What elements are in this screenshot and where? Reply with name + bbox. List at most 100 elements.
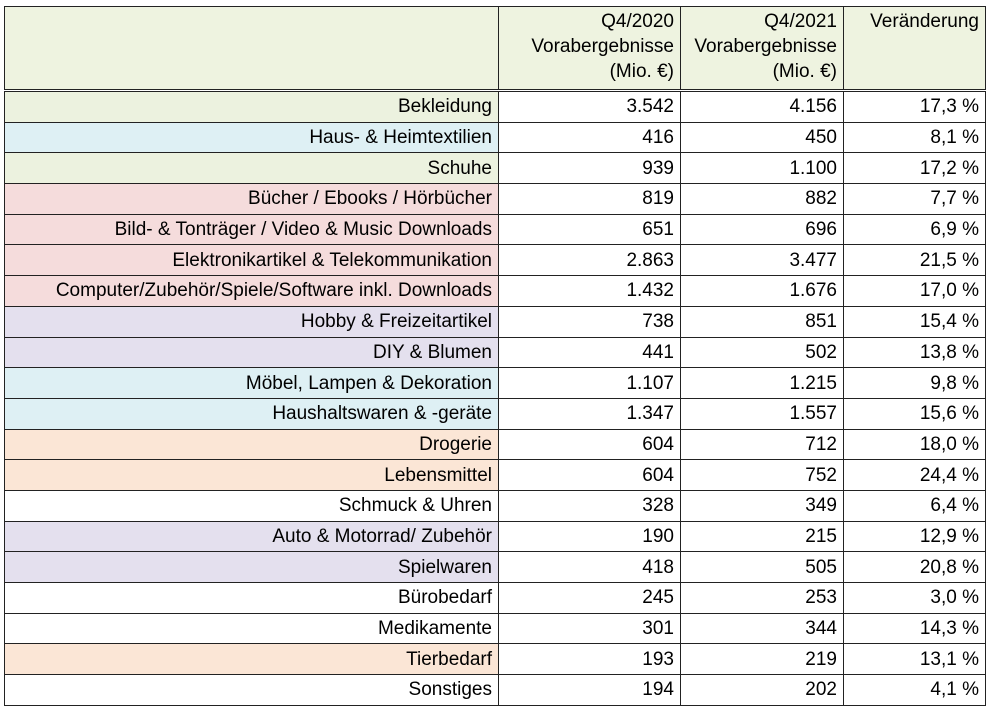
table-body: Bekleidung 3.542 4.156 17,3 % Haus- & Heimte…: [4, 90, 986, 706]
category-cell: Schmuck & Uhren: [4, 489, 499, 522]
q2021-cell: 349: [680, 489, 844, 522]
table-row: Bürobedarf 245 253 3,0 %: [4, 582, 986, 614]
q2020-cell: 416: [498, 121, 681, 154]
category-cell: Haus- & Heimtextilien: [4, 121, 499, 154]
category-cell: Medikamente: [4, 612, 499, 645]
category-cell: Bücher / Ebooks / Hörbücher: [4, 183, 499, 215]
change-cell: 24,4 %: [843, 459, 986, 491]
q2021-cell: 219: [680, 643, 844, 676]
table-row: Bild- & Tonträger / Video & Music Downlo…: [4, 213, 986, 246]
category-cell: Drogerie: [4, 428, 499, 461]
change-cell: 13,8 %: [843, 336, 986, 369]
q2021-cell: 3.477: [680, 244, 844, 277]
change-cell: 13,1 %: [843, 643, 986, 676]
table-row: Hobby & Freizeitartikel 738 851 15,4 %: [4, 305, 986, 338]
sales-table: Q4/2020 Vorabergebnisse (Mio. €) Q4/2021…: [4, 6, 986, 706]
q2020-cell: 1.432: [498, 275, 681, 307]
category-cell: Spielwaren: [4, 551, 499, 583]
table-row: Spielwaren 418 505 20,8 %: [4, 551, 986, 583]
q2021-cell: 502: [680, 336, 844, 369]
q2021-cell: 1.215: [680, 367, 844, 399]
q2020-cell: 819: [498, 183, 681, 215]
header-q2020-line-2: Vorabergebnisse: [531, 36, 674, 57]
category-cell: Elektronikartikel & Telekommunikation: [4, 244, 499, 277]
change-cell: 3,0 %: [843, 582, 986, 614]
q2020-cell: 193: [498, 643, 681, 676]
q2020-cell: 604: [498, 459, 681, 491]
q2020-cell: 418: [498, 551, 681, 583]
category-cell: Auto & Motorrad/ Zubehör: [4, 520, 499, 553]
table-row: Haushaltswaren & -geräte 1.347 1.557 15,6 %: [4, 397, 986, 430]
category-cell: Bild- & Tonträger / Video & Music Downlo…: [4, 213, 499, 246]
header-q2020-line-1: Q4/2020: [601, 11, 674, 32]
q2021-cell: 202: [680, 674, 844, 706]
category-cell: Hobby & Freizeitartikel: [4, 305, 499, 338]
header-q2021-line-2: Vorabergebnisse: [694, 36, 837, 57]
table-row: Computer/Zubehör/Spiele/Software inkl. D…: [4, 275, 986, 307]
q2021-cell: 882: [680, 183, 844, 215]
q2020-cell: 194: [498, 674, 681, 706]
header-change: Veränderung: [843, 6, 986, 91]
table-row: Medikamente 301 344 14,3 %: [4, 612, 986, 645]
change-cell: 15,4 %: [843, 305, 986, 338]
table-row: Elektronikartikel & Telekommunikation 2.8…: [4, 244, 986, 277]
q2021-cell: 851: [680, 305, 844, 338]
change-cell: 18,0 %: [843, 428, 986, 461]
q2021-cell: 215: [680, 520, 844, 553]
sales-table-container: Q4/2020 Vorabergebnisse (Mio. €) Q4/2021…: [4, 6, 986, 706]
q2021-cell: 450: [680, 121, 844, 154]
q2021-cell: 253: [680, 582, 844, 614]
header-q2021-line-3: (Mio. €): [772, 61, 837, 82]
q2020-cell: 245: [498, 582, 681, 614]
change-cell: 9,8 %: [843, 367, 986, 399]
table-row: Schmuck & Uhren 328 349 6,4 %: [4, 489, 986, 522]
category-cell: Sonstiges: [4, 674, 499, 706]
q2021-cell: 1.100: [680, 152, 844, 185]
category-cell: Bürobedarf: [4, 582, 499, 614]
change-cell: 17,0 %: [843, 275, 986, 307]
q2020-cell: 939: [498, 152, 681, 185]
category-cell: Haushaltswaren & -geräte: [4, 397, 499, 430]
header-q2021-line-1: Q4/2021: [764, 11, 837, 32]
q2021-cell: 4.156: [680, 90, 844, 123]
change-cell: 20,8 %: [843, 551, 986, 583]
change-cell: 12,9 %: [843, 520, 986, 553]
change-cell: 15,6 %: [843, 397, 986, 430]
q2020-cell: 651: [498, 213, 681, 246]
header-category-cell: [4, 6, 499, 91]
table-row: Tierbedarf 193 219 13,1 %: [4, 643, 986, 676]
table-row: Möbel, Lampen & Dekoration 1.107 1.215 9,8 …: [4, 367, 986, 399]
table-row: Bücher / Ebooks / Hörbücher 819 882 7,7 %: [4, 183, 986, 215]
category-cell: Schuhe: [4, 152, 499, 185]
q2021-cell: 344: [680, 612, 844, 645]
table-row: DIY & Blumen 441 502 13,8 %: [4, 336, 986, 369]
change-cell: 7,7 %: [843, 183, 986, 215]
q2021-cell: 712: [680, 428, 844, 461]
q2021-cell: 1.676: [680, 275, 844, 307]
q2021-cell: 752: [680, 459, 844, 491]
category-cell: Möbel, Lampen & Dekoration: [4, 367, 499, 399]
table-row: Drogerie 604 712 18,0 %: [4, 428, 986, 461]
q2020-cell: 1.347: [498, 397, 681, 430]
table-row: Auto & Motorrad/ Zubehör 190 215 12,9 %: [4, 520, 986, 553]
table-row: Lebensmittel 604 752 24,4 %: [4, 459, 986, 491]
change-cell: 14,3 %: [843, 612, 986, 645]
change-cell: 8,1 %: [843, 121, 986, 154]
q2021-cell: 505: [680, 551, 844, 583]
change-cell: 17,3 %: [843, 90, 986, 123]
table-row: Bekleidung 3.542 4.156 17,3 %: [4, 90, 986, 123]
table-row: Schuhe 939 1.100 17,2 %: [4, 152, 986, 185]
change-cell: 6,9 %: [843, 213, 986, 246]
table-row: Haus- & Heimtextilien 416 450 8,1 %: [4, 121, 986, 154]
change-cell: 21,5 %: [843, 244, 986, 277]
category-cell: Computer/Zubehör/Spiele/Software inkl. D…: [4, 275, 499, 307]
change-cell: 4,1 %: [843, 674, 986, 706]
header-q2020: Q4/2020 Vorabergebnisse (Mio. €): [498, 6, 681, 91]
change-cell: 17,2 %: [843, 152, 986, 185]
header-q2020-line-3: (Mio. €): [609, 61, 674, 82]
q2020-cell: 604: [498, 428, 681, 461]
category-cell: Bekleidung: [4, 90, 499, 123]
category-cell: Tierbedarf: [4, 643, 499, 676]
category-cell: Lebensmittel: [4, 459, 499, 491]
header-q2021: Q4/2021 Vorabergebnisse (Mio. €): [680, 6, 844, 91]
